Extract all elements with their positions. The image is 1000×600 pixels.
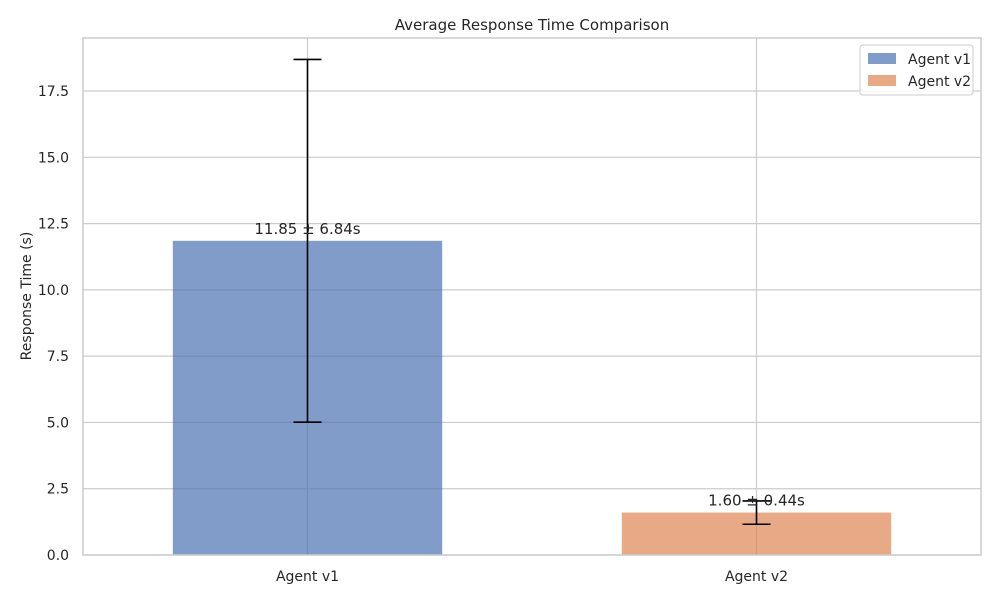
y-tick-label: 15.0 [38,150,69,166]
y-tick-label: 2.5 [47,482,69,498]
legend-label: Agent v2 [908,74,971,90]
legend-swatch [868,53,896,64]
y-axis-label: Response Time (s) [19,232,35,361]
y-tick-label: 17.5 [38,84,69,100]
x-tick-label: Agent v2 [725,569,788,585]
chart-title: Average Response Time Comparison [395,16,669,34]
y-tick-label: 10.0 [38,283,69,299]
y-tick-label: 0.0 [47,548,69,564]
value-label: 1.60 ± 0.44s [708,492,805,510]
legend-label: Agent v1 [908,52,971,68]
y-tick-label: 5.0 [47,415,69,431]
y-tick-label: 12.5 [38,217,69,233]
legend-swatch [868,75,896,86]
value-labels: 11.85 ± 6.84s 1.60 ± 0.44s [254,220,805,510]
x-tick-label: Agent v1 [276,569,339,585]
plot-frame [82,37,982,556]
y-tick-label: 7.5 [47,349,69,365]
error-bars [293,58,771,526]
value-label: 11.85 ± 6.84s [254,220,360,238]
legend: Agent v1 Agent v2 [859,44,974,96]
